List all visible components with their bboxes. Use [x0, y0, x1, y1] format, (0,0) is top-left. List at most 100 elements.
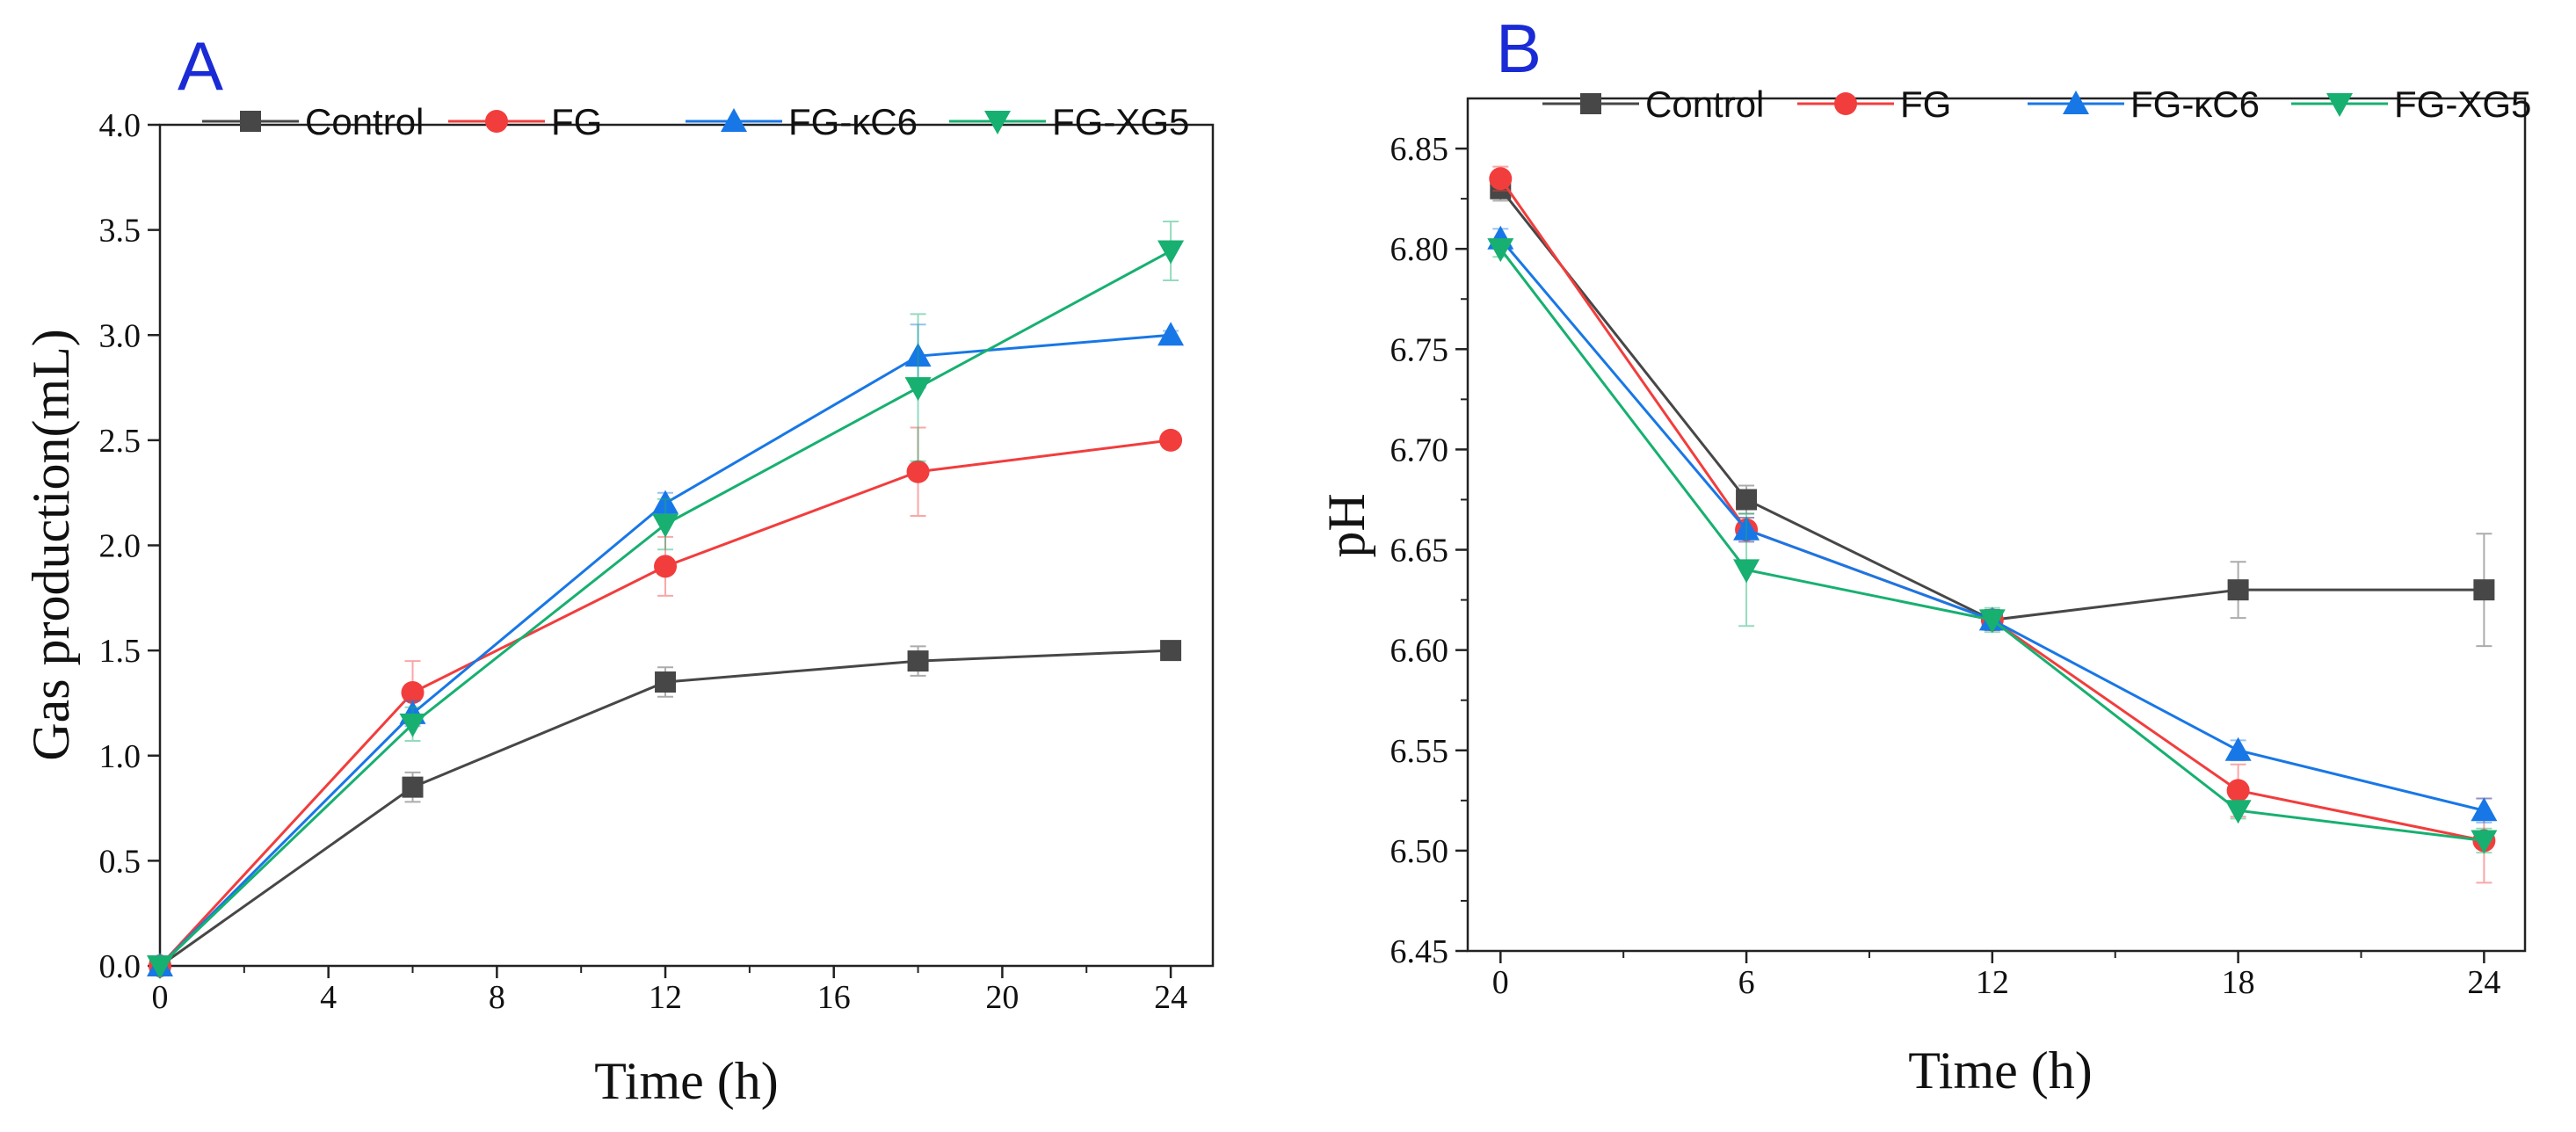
data-point	[402, 776, 424, 798]
legend-label: Control	[305, 101, 424, 142]
series-fg-c6	[147, 322, 1185, 976]
series-line	[1499, 237, 2485, 812]
legend-item-fg-xg5: FG-XG5	[949, 101, 1189, 142]
data-point	[1978, 609, 2006, 634]
data-point	[1736, 489, 1758, 511]
data-point	[399, 713, 426, 737]
data-point	[654, 555, 678, 578]
y-tick-label: 6.55	[1390, 733, 1449, 770]
y-tick-label: 1.0	[99, 738, 141, 775]
data-point	[1489, 167, 1513, 191]
data-point	[2473, 579, 2495, 601]
x-tick-label: 12	[1976, 964, 2009, 1001]
y-tick-label: 1.5	[99, 633, 141, 670]
panel-b-chart: B 0 6 12 18 24 6.45 6.50 6.55 6.60 6.65 6.70 6.75 6.…	[1317, 10, 2531, 1099]
y-tick-label: 2.0	[99, 528, 141, 565]
data-point	[906, 460, 930, 483]
legend-marker	[984, 111, 1011, 134]
legend-item-control: Control	[202, 101, 424, 142]
x-tick-label: 24	[2467, 964, 2500, 1001]
y-tick-label: 6.65	[1390, 533, 1449, 570]
y-tick-label: 6.80	[1390, 231, 1449, 268]
data-point	[1160, 640, 1182, 662]
data-point	[2471, 830, 2498, 854]
legend-marker	[240, 111, 261, 132]
series-fg-xg5	[1487, 238, 2498, 854]
x-tick-label: 18	[2222, 964, 2255, 1001]
x-tick-label: 12	[649, 979, 682, 1016]
panel-a-chart: A 0 4 8 12 16 20 24 0.0 0.5 1.0 1.5 2.0 2.5 3.0 3.5 4.0…	[22, 27, 1215, 1110]
legend: Control FG FG-κC6 FG-XG5	[1542, 83, 2531, 125]
series-line	[1499, 187, 2485, 621]
data-point	[1733, 516, 1760, 541]
data-point	[1157, 322, 1185, 346]
y-tick-label: 0.5	[99, 843, 141, 880]
legend-item-fg: FG	[1797, 83, 1951, 125]
y-tick-label: 6.50	[1390, 833, 1449, 870]
x-tick-label: 0	[152, 979, 169, 1016]
x-tick-label: 4	[320, 979, 337, 1016]
legend-item-fg-c6: FG-κC6	[686, 101, 918, 142]
x-tick-label: 0	[1492, 964, 1509, 1001]
x-tick-label: 8	[489, 979, 505, 1016]
legend: Control FG FG-κC6 FG-XG5	[202, 101, 1189, 142]
y-tick-label: 0.0	[99, 948, 141, 985]
data-point	[1487, 238, 1514, 263]
x-tick-label: 6	[1738, 964, 1755, 1001]
data-point	[2224, 737, 2252, 761]
data-point	[904, 343, 932, 367]
y-tick-label: 6.85	[1390, 131, 1449, 168]
data-point	[2226, 779, 2250, 802]
y-tick-label: 6.70	[1390, 432, 1449, 468]
y-tick-label: 3.0	[99, 317, 141, 354]
series-control	[1490, 176, 2495, 648]
legend-label: FG	[1900, 83, 1951, 125]
legend-marker	[1834, 92, 1857, 115]
y-tick-label: 6.60	[1390, 633, 1449, 670]
data-point	[655, 671, 677, 693]
legend-item-fg-c6: FG-κC6	[2028, 83, 2260, 125]
legend-marker	[721, 108, 747, 132]
data-point	[147, 955, 173, 979]
data-point	[2224, 800, 2252, 824]
data-point	[401, 680, 424, 704]
legend-marker	[2063, 91, 2089, 114]
panel-b-letter: B	[1496, 10, 1542, 87]
panel-a-letter: A	[178, 27, 223, 105]
data-point	[2227, 579, 2249, 601]
legend-label: FG	[551, 101, 602, 142]
panel-a-plot-frame	[158, 123, 1215, 968]
legend-label: Control	[1645, 83, 1764, 125]
x-tick-label: 24	[1154, 979, 1187, 1016]
panel-a-x-axis-title: Time (h)	[594, 1052, 778, 1110]
series-fg-c6	[1487, 225, 2498, 824]
panel-b-y-axis-title: pH	[1317, 493, 1375, 557]
legend-item-control: Control	[1542, 83, 1764, 125]
panel-a-y-axis-title: Gas production(mL)	[22, 329, 80, 761]
y-tick-label: 6.45	[1390, 933, 1449, 970]
panel-b-plot-frame	[1466, 97, 2527, 953]
legend-item-fg-xg5: FG-XG5	[2291, 83, 2531, 125]
legend-item-fg: FG	[448, 101, 602, 142]
data-point	[907, 650, 929, 672]
data-point	[1157, 240, 1185, 265]
legend-marker	[1580, 93, 1601, 114]
series-line	[158, 333, 1172, 968]
y-tick-label: 4.0	[99, 107, 141, 144]
legend-marker	[2326, 93, 2353, 117]
x-tick-label: 16	[817, 979, 851, 1016]
legend-marker	[485, 110, 508, 133]
data-point	[1159, 428, 1183, 452]
data-point	[904, 377, 932, 402]
y-tick-label: 3.5	[99, 213, 141, 250]
y-tick-label: 2.5	[99, 423, 141, 460]
series-line	[1499, 178, 2485, 842]
data-point	[1733, 559, 1760, 584]
series-fg-xg5	[147, 221, 1185, 979]
y-tick-label: 6.75	[1390, 331, 1449, 368]
x-tick-label: 20	[985, 979, 1019, 1016]
legend-label: FG-κC6	[2130, 83, 2260, 125]
data-point	[2471, 797, 2498, 822]
data-point	[652, 490, 679, 514]
